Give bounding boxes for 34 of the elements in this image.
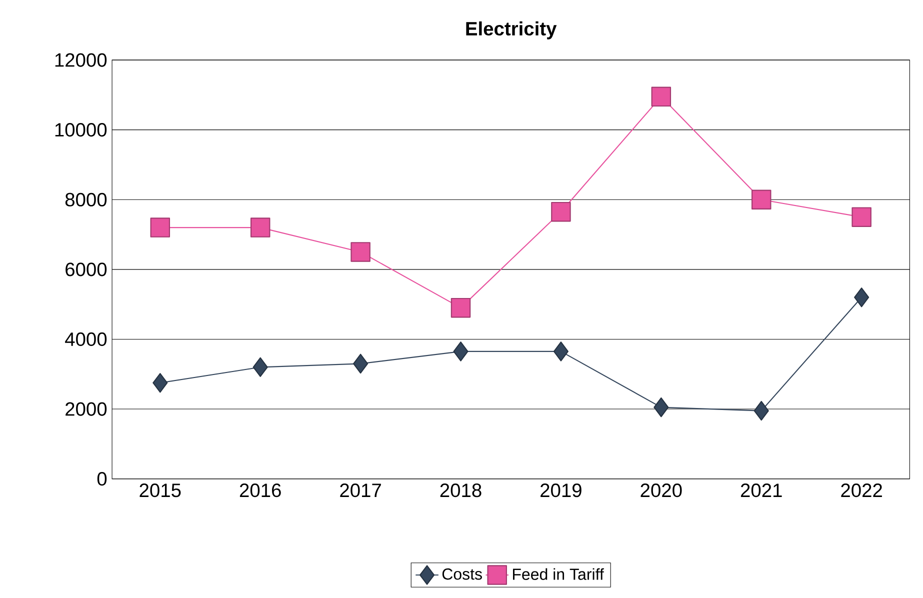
x-tick-label: 2016 (240, 484, 281, 498)
y-tick-label: 6000 (66, 262, 107, 276)
legend-label: Costs (442, 568, 482, 580)
point (553, 342, 568, 362)
point (450, 298, 471, 318)
x-tick-label: 2022 (841, 484, 882, 498)
point (453, 342, 468, 362)
y-tick-label: 8000 (65, 193, 107, 207)
point (250, 218, 270, 238)
y-tick-label: 2000 (66, 402, 107, 416)
x-tick-label: 2020 (640, 484, 682, 498)
point (252, 358, 268, 378)
x-tick-label: 2021 (740, 484, 782, 498)
point (551, 202, 571, 222)
point (751, 190, 772, 210)
point (353, 354, 368, 374)
point (150, 218, 170, 238)
point (152, 373, 168, 393)
y-tick-label: 4000 (65, 332, 107, 346)
point (651, 87, 672, 107)
point (754, 401, 769, 421)
y-tick-label: 10000 (55, 123, 107, 137)
x-tick-label: 2017 (340, 484, 381, 498)
point (854, 288, 870, 308)
x-tick-label: 2018 (440, 484, 482, 498)
y-tick-label: 0 (97, 472, 107, 486)
point (350, 242, 370, 262)
x-tick-label: 2019 (540, 484, 582, 498)
x-tick-label: 2015 (140, 484, 181, 498)
chart-title: Electricity (466, 22, 557, 40)
point (654, 398, 669, 418)
point (852, 207, 872, 228)
y-tick-label: 12000 (55, 53, 107, 68)
legend-label: Feed in Tariff (513, 568, 604, 580)
